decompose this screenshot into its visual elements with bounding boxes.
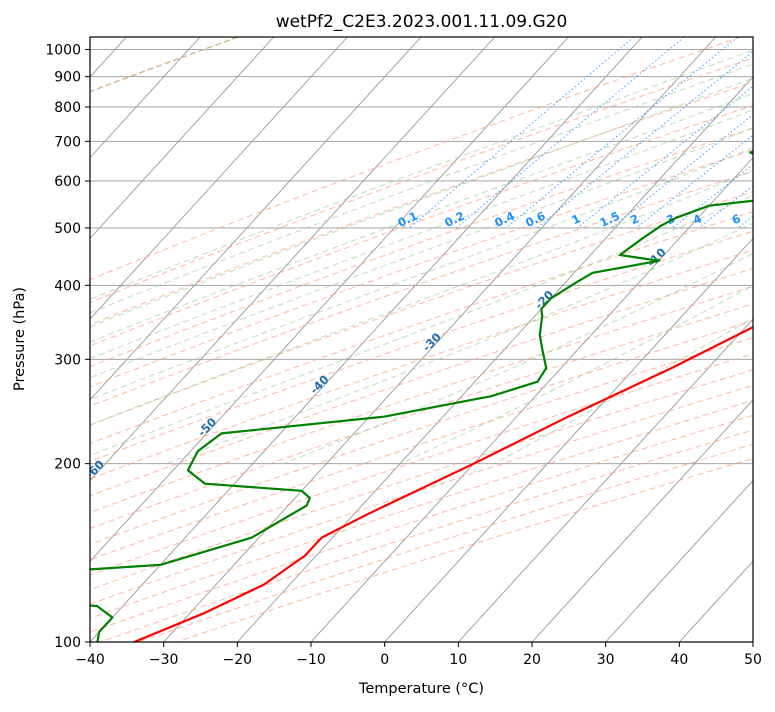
y-tick-label: 400 xyxy=(54,278,81,294)
y-tick-label: 300 xyxy=(54,352,81,368)
x-tick-label: 50 xyxy=(744,652,762,668)
x-tick-label: −20 xyxy=(223,652,253,668)
chart-title: wetPf2_C2E3.2023.001.11.09.G20 xyxy=(276,12,568,32)
y-tick-label: 500 xyxy=(54,221,81,237)
y-tick-label: 100 xyxy=(54,635,81,651)
x-tick-label: 20 xyxy=(523,652,541,668)
x-tick-label: 10 xyxy=(449,652,467,668)
y-tick-label: 1000 xyxy=(45,43,81,59)
y-tick-label: 600 xyxy=(54,174,81,190)
y-tick-label: 200 xyxy=(54,457,81,473)
y-tick-label: 700 xyxy=(54,134,81,150)
x-tick-label: 0 xyxy=(380,652,389,668)
x-tick-label: −30 xyxy=(149,652,179,668)
y-tick-label: 900 xyxy=(54,70,81,86)
x-tick-label: 30 xyxy=(597,652,615,668)
y-tick-label: 800 xyxy=(54,100,81,116)
x-axis-label: Temperature (°C) xyxy=(358,681,484,697)
x-tick-label: −40 xyxy=(75,652,105,668)
x-tick-label: 40 xyxy=(670,652,688,668)
y-axis-label: Pressure (hPa) xyxy=(12,287,28,391)
x-tick-label: −10 xyxy=(296,652,326,668)
